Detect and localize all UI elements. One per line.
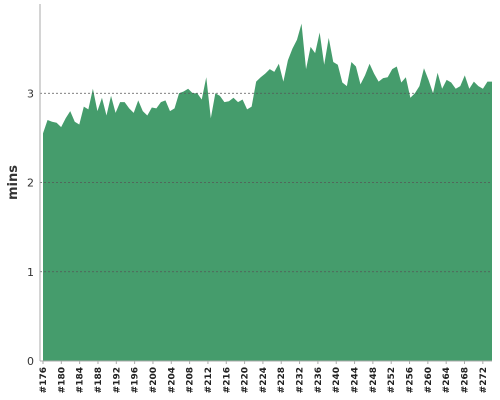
- y-tick-label: 3: [27, 87, 34, 100]
- x-tick-label: #252: [387, 367, 397, 393]
- x-tick-label: #188: [94, 367, 104, 393]
- x-tick-label: #236: [314, 367, 324, 393]
- area-series: [43, 23, 492, 361]
- x-tick-label: #212: [204, 367, 214, 393]
- x-tick-label: #184: [76, 367, 86, 393]
- x-tick-label: #216: [222, 367, 232, 393]
- y-tick-label: 1: [27, 266, 34, 279]
- x-tick-label: #272: [479, 367, 489, 393]
- x-tick-label: #248: [369, 367, 379, 393]
- x-tick-label: #256: [406, 367, 416, 393]
- x-tick-label: #260: [424, 367, 434, 393]
- y-tick-label: 0: [27, 355, 34, 368]
- x-tick-label: #240: [332, 367, 342, 393]
- x-tick-label: #220: [241, 367, 251, 393]
- x-tick-label: #264: [442, 367, 452, 393]
- x-tick-label: #176: [39, 367, 49, 393]
- x-tick-label: #224: [259, 367, 269, 393]
- x-tick-label: #244: [351, 367, 361, 393]
- x-tick-label: #232: [296, 367, 306, 393]
- y-tick-label: 2: [27, 177, 34, 190]
- x-tick-label: #228: [277, 367, 287, 393]
- y-axis-title: mins: [6, 165, 21, 200]
- x-tick-label: #268: [461, 367, 471, 393]
- x-tick-label: #196: [131, 367, 141, 393]
- x-tick-label: #180: [57, 367, 67, 393]
- x-tick-label: #208: [186, 367, 196, 393]
- x-tick-label: #200: [149, 367, 159, 393]
- x-tick-label: #204: [167, 367, 177, 393]
- x-tick-label: #192: [112, 367, 122, 393]
